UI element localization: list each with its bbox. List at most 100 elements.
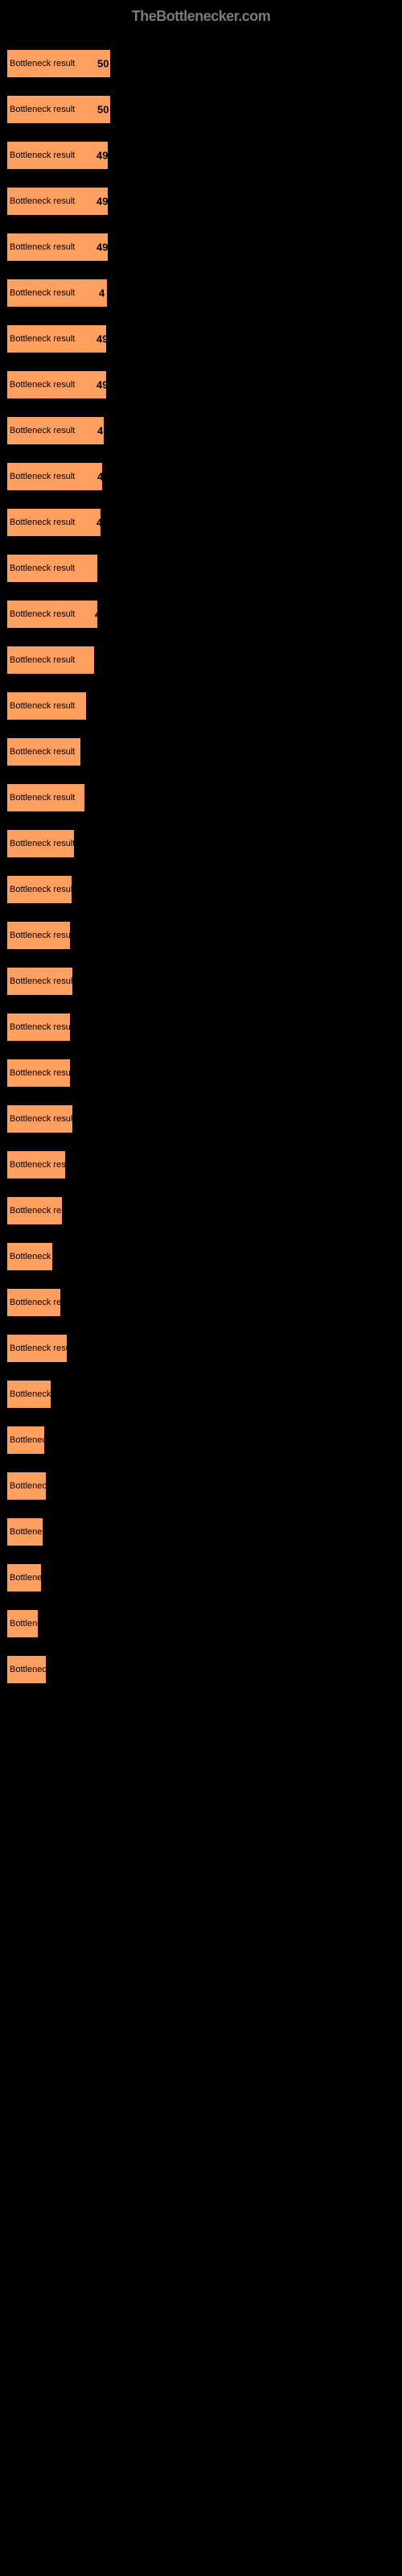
row-label (6, 909, 402, 919)
bar-text: Bottleneck result (10, 1481, 75, 1491)
row-label (6, 358, 402, 368)
bar-value: 50 (97, 104, 109, 116)
bar-text: Bottleneck result (10, 151, 75, 160)
bar-wrap: Bottleneck result50 (6, 95, 402, 124)
row-label (6, 496, 402, 506)
bar-text: Bottleneck result (10, 472, 75, 481)
row-label (6, 1459, 402, 1469)
row-label (6, 588, 402, 597)
bar-text: Bottleneck result (10, 426, 75, 436)
bar-wrap: Bottleneck result (6, 1563, 402, 1592)
row-label (6, 1505, 402, 1515)
chart-row: Bottleneck result (6, 1597, 402, 1638)
row-label (6, 1643, 402, 1653)
row-label (6, 312, 402, 322)
bar-wrap: Bottleneck result (6, 691, 402, 720)
chart-row: Bottleneck result (6, 1138, 402, 1179)
bar-value: 4 (96, 517, 102, 529)
chart-row: Bottleneck result (6, 1459, 402, 1501)
bar-wrap: Bottleneck result (6, 875, 402, 904)
bar-text: Bottleneck result (10, 931, 75, 940)
bar-text: Bottleneck result (10, 564, 75, 573)
row-label (6, 1046, 402, 1056)
bar-wrap: Bottleneck result (6, 1059, 402, 1088)
bar-text: Bottleneck result (10, 1298, 75, 1307)
bar-wrap: Bottleneck result 49 (6, 324, 402, 353)
bar-text: Bottleneck result (10, 380, 75, 390)
bar-wrap: Bottleneck result (6, 783, 402, 812)
chart-row: Bottleneck result (6, 634, 402, 675)
bar-wrap: Bottleneck result (6, 1334, 402, 1363)
bar-text: Bottleneck result (10, 1527, 75, 1537)
bar-text: Bottleneck result (10, 655, 75, 665)
bar-text: Bottleneck result (10, 839, 75, 848)
bar-wrap: Bottleneck result (6, 1013, 402, 1042)
bar-text: Bottleneck result (10, 242, 75, 252)
bar-text: Bottleneck result (10, 1619, 75, 1629)
bar-text: Bottleneck result (10, 1114, 75, 1124)
row-label (6, 679, 402, 689)
site-logo: TheBottlenecker.com (0, 8, 402, 25)
row-label (6, 1597, 402, 1607)
bar-text: Bottleneck result (10, 334, 75, 344)
bar-wrap: Bottleneck result (6, 1609, 402, 1638)
bar-text: Bottleneck result (10, 1435, 75, 1445)
chart-row: Bottleneck result (6, 1551, 402, 1592)
chart-row: Bottleneck result (6, 955, 402, 996)
bar-text: Bottleneck result (10, 1206, 75, 1216)
chart-row: Bottleneck result (6, 863, 402, 904)
bar-text: Bottleneck result (10, 59, 75, 68)
chart-row: Bottleneck result 50 (6, 37, 402, 78)
bottleneck-bar-chart: Bottleneck result 50 Bottleneck result 50 Bo… (0, 37, 402, 1684)
chart-row: Bottleneck result (6, 771, 402, 812)
row-label (6, 37, 402, 47)
bar-value: 49 (96, 379, 108, 391)
bar-wrap: Bottleneck result 49 (6, 370, 402, 399)
bar-value: 49 (96, 242, 108, 254)
bar-wrap: Bottleneck result (6, 1196, 402, 1225)
row-label (6, 1551, 402, 1561)
row-label (6, 1276, 402, 1286)
bar-text: Bottleneck result (10, 1022, 75, 1032)
row-label (6, 634, 402, 643)
bar-wrap: Bottleneck result (6, 921, 402, 950)
bar-wrap: Bottleneck result (6, 967, 402, 996)
bar-wrap: Bottleneck result (6, 1426, 402, 1455)
row-label (6, 1001, 402, 1010)
chart-row: Bottleneck result (6, 1414, 402, 1455)
row-label (6, 1368, 402, 1377)
bar-value: 49 (96, 333, 108, 345)
bar-wrap: Bottleneck result49 (6, 141, 402, 170)
bar-wrap: Bottleneck result4 (6, 600, 402, 629)
chart-row: Bottleneck result (6, 1001, 402, 1042)
bar-value: 4 (97, 471, 103, 483)
bar-text: Bottleneck result (10, 1573, 75, 1583)
bar-value: 4 (95, 609, 100, 621)
bar-wrap: Bottleneck result49 (6, 187, 402, 216)
bar-text: Bottleneck result (10, 1068, 75, 1078)
chart-row: Bottleneck result 49 (6, 221, 402, 262)
row-label (6, 450, 402, 460)
bar-wrap: Bottleneck result4 (6, 416, 402, 445)
bar-text: Bottleneck result (10, 1160, 75, 1170)
bar-wrap: Bottleneck result (6, 1150, 402, 1179)
bar-wrap: Bottleneck result4 (6, 508, 402, 537)
row-label (6, 221, 402, 230)
bar-value: 50 (97, 58, 109, 70)
row-label (6, 83, 402, 93)
bar-text: Bottleneck result (10, 793, 75, 803)
bar-text: Bottleneck result (10, 701, 75, 711)
chart-row: Bottleneck result 4 (6, 266, 402, 308)
bar-text: Bottleneck result (10, 1252, 75, 1261)
bar-value: 49 (96, 196, 108, 208)
bar-value: 4 (99, 287, 105, 299)
row-label (6, 1322, 402, 1331)
row-label (6, 404, 402, 414)
chart-row: Bottleneck result 4 (6, 450, 402, 491)
row-label (6, 1414, 402, 1423)
bar-text: Bottleneck result (10, 288, 75, 298)
chart-row: Bottleneck result 49 (6, 358, 402, 399)
row-label (6, 1138, 402, 1148)
bar-wrap: Bottleneck result (6, 1472, 402, 1501)
chart-row: Bottleneck result (6, 1046, 402, 1088)
